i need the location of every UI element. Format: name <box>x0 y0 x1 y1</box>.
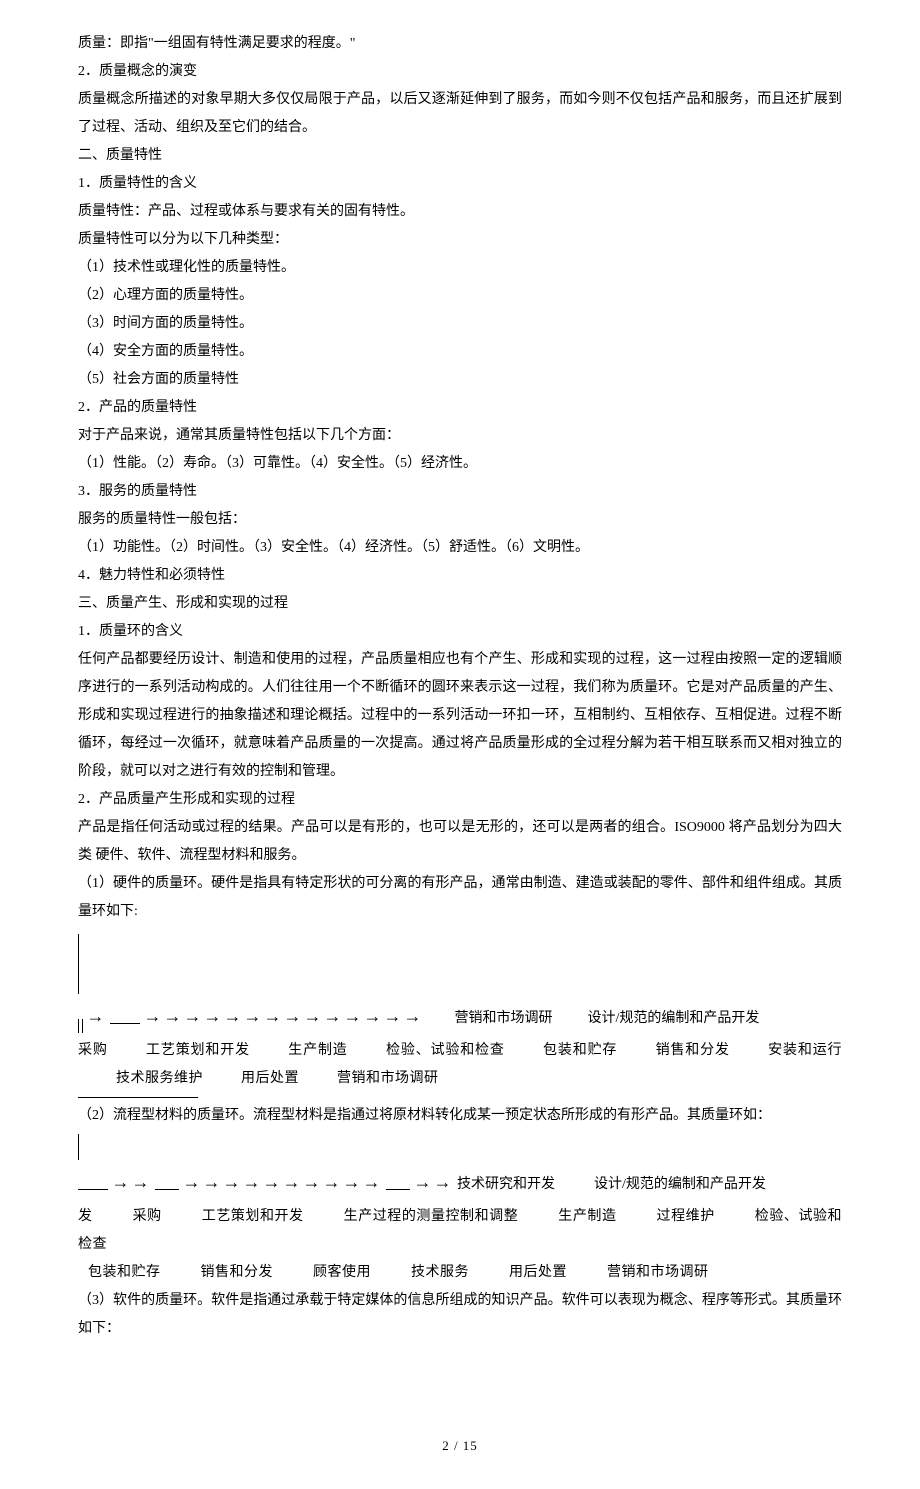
flow-diagram-1: → →→→→→→→→→→→→→→ 营销和市场调研 设计/规范的编制和产品开发 <box>78 934 842 1033</box>
paragraph: （1）性能。（2）寿命。（3）可靠性。（4）安全性。（5）经济性。 <box>78 450 842 478</box>
page-footer: 2 / 15 <box>78 1433 842 1459</box>
paragraph: 对于产品来说，通常其质量特性包括以下几个方面： <box>78 422 842 450</box>
paragraph: （2）心理方面的质量特性。 <box>78 282 842 310</box>
paragraph: （4）安全方面的质量特性。 <box>78 338 842 366</box>
paragraph: 二、质量特性 <box>78 142 842 170</box>
paragraph: 3．服务的质量特性 <box>78 478 842 506</box>
flow-item: 技术研究和开发 <box>457 1177 555 1192</box>
paragraph: 2．质量概念的演变 <box>78 58 842 86</box>
page-container: 质量：即指"一组固有特性满足要求的程度。" 2．质量概念的演变 质量概念所描述的… <box>0 0 920 1489</box>
flow-item: 营销和市场调研 <box>455 1011 553 1026</box>
paragraph: （1）功能性。（2）时间性。（3）安全性。（4）经济性。（5）舒适性。（6）文明… <box>78 534 842 562</box>
paragraph: 4．魅力特性和必须特性 <box>78 562 842 590</box>
paragraph: （2）流程型材料的质量环。流程型材料是指通过将原材料转化成某一预定状态所形成的有… <box>78 1102 842 1130</box>
paragraph: （5）社会方面的质量特性 <box>78 366 842 394</box>
divider-line <box>78 1097 198 1098</box>
paragraph: （1）技术性或理化性的质量特性。 <box>78 254 842 282</box>
paragraph: （3）时间方面的质量特性。 <box>78 310 842 338</box>
flow-line: 发采购工艺策划和开发生产过程的测量控制和调整生产制造过程维护检验、试验和检查 <box>78 1203 842 1259</box>
paragraph: 质量特性：产品、过程或体系与要求有关的固有特性。 <box>78 198 842 226</box>
paragraph: 质量特性可以分为以下几种类型： <box>78 226 842 254</box>
paragraph: 2．产品质量产生形成和实现的过程 <box>78 786 842 814</box>
paragraph: 任何产品都要经历设计、制造和使用的过程，产品质量相应也有个产生、形成和实现的过程… <box>78 646 842 786</box>
paragraph: 质量：即指"一组固有特性满足要求的程度。" <box>78 30 842 58</box>
paragraph: 1．质量环的含义 <box>78 618 842 646</box>
paragraph: 产品是指任何活动或过程的结果。产品可以是有形的，也可以是无形的，还可以是两者的组… <box>78 814 842 870</box>
arrow-icon: → <box>87 1007 105 1025</box>
paragraph: （3）软件的质量环。软件是指通过承载于特定媒体的信息所组成的知识产品。软件可以表… <box>78 1287 842 1343</box>
paragraph: 质量概念所描述的对象早期大多仅仅局限于产品，以后又逐渐延伸到了服务，而如今则不仅… <box>78 86 842 142</box>
flow-line: 采购工艺策划和开发生产制造检验、试验和检查包装和贮存销售和分发安装和运行技术服务… <box>78 1037 842 1093</box>
flow-line: 包装和贮存销售和分发顾客使用技术服务用后处置营销和市场调研 <box>78 1259 842 1287</box>
flow-item: 设计/规范的编制和产品开发 <box>588 1011 760 1026</box>
paragraph: 三、质量产生、形成和实现的过程 <box>78 590 842 618</box>
paragraph: 1．质量特性的含义 <box>78 170 842 198</box>
paragraph: 2．产品的质量特性 <box>78 394 842 422</box>
paragraph: （1）硬件的质量环。硬件是指具有特定形状的可分离的有形产品，通常由制造、建造或装… <box>78 870 842 926</box>
flow-diagram-2: →→ →→→→→→→→→→ →→ 技术研究和开发 设计/规范的编制和产品开发 <box>78 1134 842 1199</box>
flow-item: 设计/规范的编制和产品开发 <box>594 1177 766 1192</box>
paragraph: 服务的质量特性一般包括： <box>78 506 842 534</box>
